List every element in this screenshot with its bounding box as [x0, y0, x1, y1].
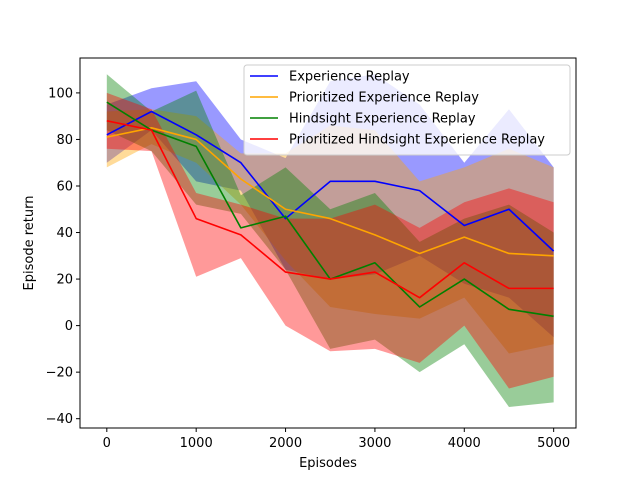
y-tick-label: 20 [56, 273, 73, 288]
legend-label-experience-replay: Experience Replay [289, 70, 410, 85]
x-tick-label: 0 [103, 436, 111, 451]
prioritized-hindsight-experience-replay-band [106, 92, 554, 389]
series-lines [106, 101, 555, 318]
legend-box [243, 64, 571, 156]
prioritized-hindsight-experience-replay-line [106, 120, 554, 299]
x-tick-label: 2000 [269, 436, 302, 451]
x-tick-label: 1000 [180, 436, 213, 451]
y-axis-label: Episode return [22, 196, 37, 291]
x-tick-label: 5000 [537, 436, 570, 451]
y-tick-label: 80 [56, 133, 73, 148]
y-tick-label: −20 [46, 366, 73, 381]
y-axis-ticks: −40 −20 0 20 40 60 80 100 [46, 86, 80, 427]
y-tick-label: 60 [56, 179, 73, 194]
x-axis-ticks: 0 1000 2000 3000 4000 5000 [103, 428, 570, 451]
x-axis-label: Episodes [299, 456, 357, 471]
legend-label-prioritized-hindsight-experience-replay: Prioritized Hindsight Experience Replay [289, 133, 545, 148]
legend-label-hindsight-experience-replay: Hindsight Experience Replay [289, 112, 476, 127]
hindsight-experience-replay-band [106, 74, 554, 408]
experience-replay-line [106, 110, 555, 252]
y-tick-label: 0 [65, 319, 73, 334]
y-tick-label: −40 [46, 412, 73, 427]
x-tick-label: 3000 [358, 436, 391, 451]
y-tick-label: 40 [56, 226, 73, 241]
legend-label-prioritized-experience-replay: Prioritized Experience Replay [289, 91, 479, 106]
legend: Experience Replay Prioritized Experience … [243, 64, 571, 156]
prioritized-experience-replay-line [106, 127, 554, 257]
x-tick-label: 4000 [448, 436, 481, 451]
plot-frame [79, 57, 577, 429]
y-tick-label: 100 [48, 86, 73, 101]
